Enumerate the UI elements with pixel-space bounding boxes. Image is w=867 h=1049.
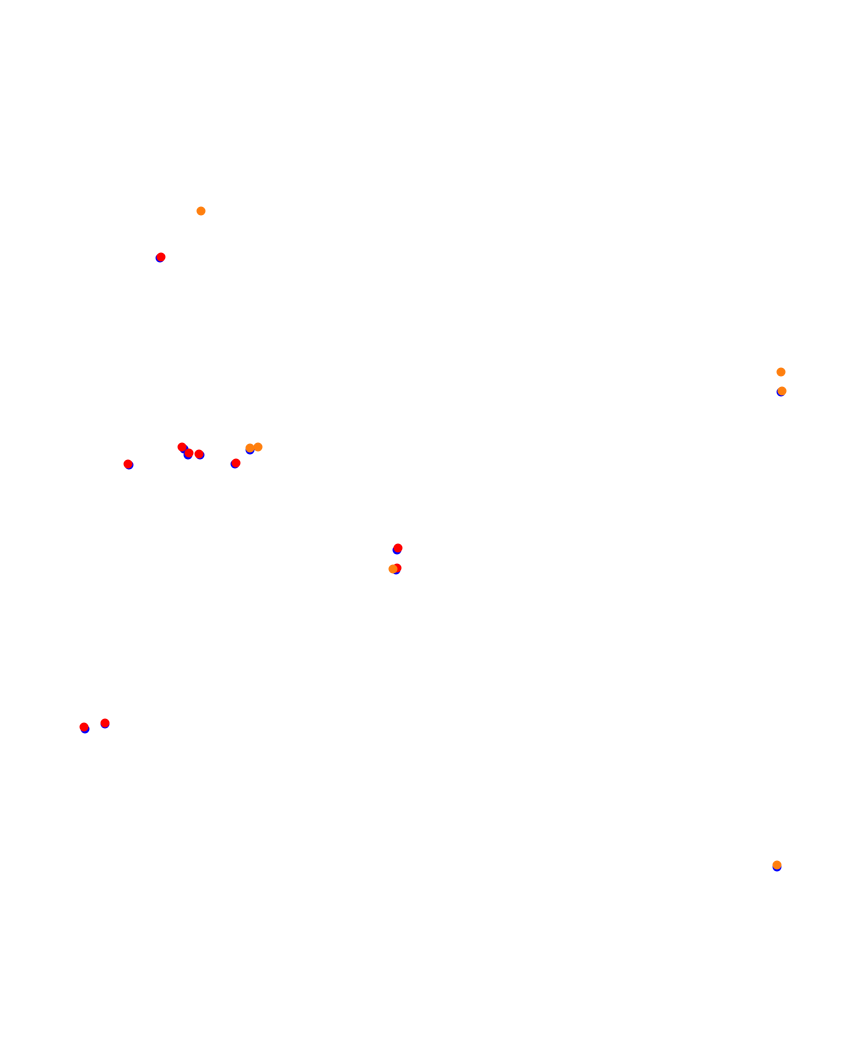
data-point-1-0	[156, 252, 166, 262]
data-point-2-1	[776, 367, 786, 377]
data-point-1-4	[194, 449, 204, 459]
series-0	[80, 253, 786, 872]
data-point-1-1	[123, 459, 133, 469]
data-point-2-4	[253, 442, 263, 452]
data-point-2-5	[388, 564, 398, 574]
data-point-1-5	[231, 458, 241, 468]
series-2	[196, 206, 787, 870]
series-1	[79, 252, 403, 732]
data-point-1-9	[100, 718, 110, 728]
data-point-1-3	[184, 448, 194, 458]
data-point-2-0	[196, 206, 206, 216]
data-point-2-3	[245, 443, 255, 453]
data-point-2-2	[777, 386, 787, 396]
data-point-1-6	[393, 543, 403, 553]
data-point-2-6	[772, 860, 782, 870]
data-point-1-8	[79, 722, 89, 732]
data-point-1-2	[177, 442, 187, 452]
